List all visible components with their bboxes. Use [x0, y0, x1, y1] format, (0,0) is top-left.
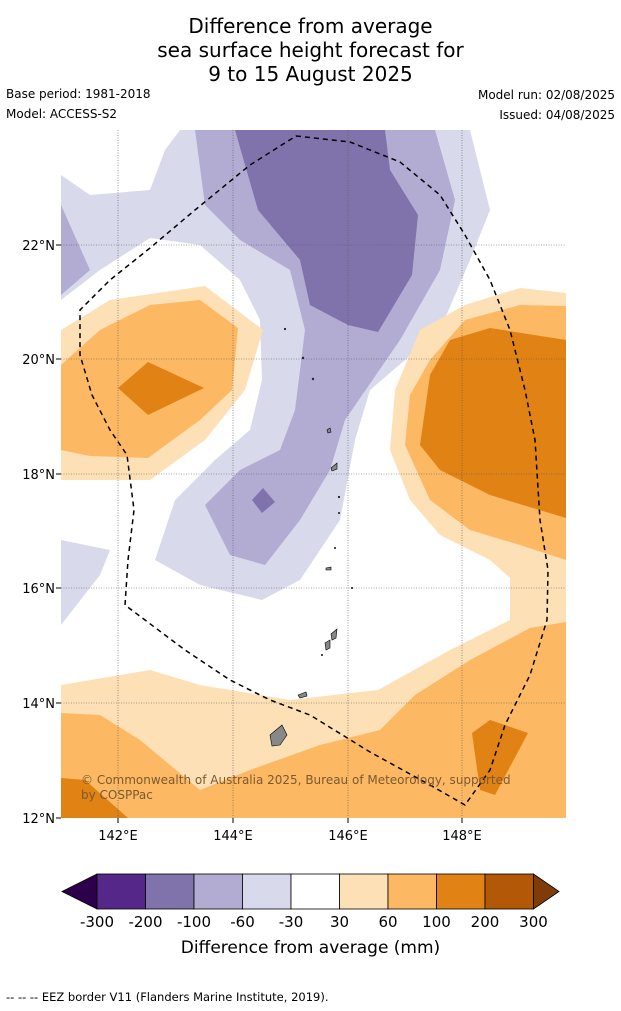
base-period: Base period: 1981-2018 — [6, 87, 151, 101]
lon-label: 146°E — [328, 829, 368, 844]
island-alamagan — [337, 495, 341, 499]
colorbar-segment — [290, 873, 340, 910]
colorbar-segment — [96, 873, 146, 910]
island-agrihan — [326, 427, 332, 434]
colorbar-segment — [242, 873, 292, 910]
grid-lines — [61, 130, 566, 818]
eez-footnote: -- -- -- EEZ border V11 (Flanders Marine… — [6, 990, 329, 1004]
contour-light-purple-west — [61, 540, 110, 625]
colorbar-label: Difference from average (mm) — [180, 938, 441, 958]
colorbar-tick: -30 — [279, 913, 304, 931]
islands — [269, 327, 353, 747]
island-aguijan — [320, 653, 323, 656]
contour-dark-orange-east — [420, 328, 566, 518]
lat-label: 12°N — [22, 812, 55, 827]
island-asuncion — [311, 377, 315, 381]
colorbar-tick: -300 — [80, 913, 114, 931]
contour-mid-purple-west — [61, 205, 90, 295]
colorbar-segment — [339, 873, 389, 910]
island-maug — [301, 356, 305, 360]
island-saipan — [330, 628, 338, 641]
lon-labels: 142°E 144°E 146°E 148°E — [98, 829, 482, 844]
island-tinian — [324, 639, 331, 651]
island-guam — [269, 724, 288, 747]
lat-label: 20°N — [22, 353, 55, 368]
colorbar-tick: -60 — [230, 913, 255, 931]
copyright-line-1: © Commonwealth of Australia 2025, Bureau… — [81, 773, 511, 787]
island-farallon — [350, 586, 353, 589]
colorbar — [61, 873, 560, 910]
lat-label: 22°N — [22, 239, 55, 254]
axis-ticks — [56, 244, 463, 823]
colorbar-segment — [436, 873, 486, 910]
contour-dark-purple-spot — [252, 488, 275, 513]
island-rota — [297, 691, 308, 699]
colorbar-segment — [145, 873, 195, 910]
colorbar-tick: 60 — [378, 913, 397, 931]
colorbar-segment — [193, 873, 243, 910]
issued-date: Issued: 04/08/2025 — [499, 108, 615, 122]
chart-title: Difference from average sea surface heig… — [0, 14, 621, 86]
contour-dark-orange-southwest — [61, 778, 128, 818]
colorbar-tick: -200 — [128, 913, 162, 931]
lat-labels: 22°N 20°N 18°N 16°N 14°N 12°N — [22, 239, 55, 827]
island-pagan — [330, 462, 338, 472]
island-uracas — [283, 327, 287, 331]
eez-border — [79, 135, 549, 806]
map-area: © Commonwealth of Australia 2025, Bureau… — [61, 130, 566, 818]
island-guguan — [337, 511, 340, 514]
title-line-2: sea surface height forecast for — [157, 38, 464, 62]
lon-label: 142°E — [98, 829, 138, 844]
colorbar-tick-labels: -300 -200 -100 -60 -30 30 60 100 200 300 — [80, 913, 548, 931]
lon-label: 144°E — [213, 829, 253, 844]
colorbar-tick: -100 — [177, 913, 211, 931]
colorbar-extend-high — [533, 873, 560, 910]
lon-label: 148°E — [442, 829, 482, 844]
model-name: Model: ACCESS-S2 — [6, 107, 118, 121]
island-sarigan — [333, 546, 336, 549]
colorbar-segment — [484, 873, 534, 910]
lat-label: 18°N — [22, 468, 55, 483]
colorbar-segment — [387, 873, 437, 910]
island-anatahan — [325, 566, 332, 571]
colorbar-tick: 200 — [471, 913, 500, 931]
lat-label: 16°N — [22, 582, 55, 597]
colorbar-tick: 100 — [422, 913, 451, 931]
colorbar-tick: 300 — [519, 913, 548, 931]
contour-dark-purple — [235, 130, 418, 332]
colorbar-extend-low — [61, 873, 98, 910]
lat-label: 14°N — [22, 697, 55, 712]
title-line-3: 9 to 15 August 2025 — [208, 62, 413, 86]
copyright-line-2: by COSPPac — [81, 788, 153, 802]
title-line-1: Difference from average — [188, 14, 433, 38]
colorbar-tick: 30 — [330, 913, 349, 931]
model-run: Model run: 02/08/2025 — [477, 88, 615, 102]
contour-dark-orange-west — [118, 362, 204, 415]
contour-mid-orange-south — [61, 622, 566, 818]
